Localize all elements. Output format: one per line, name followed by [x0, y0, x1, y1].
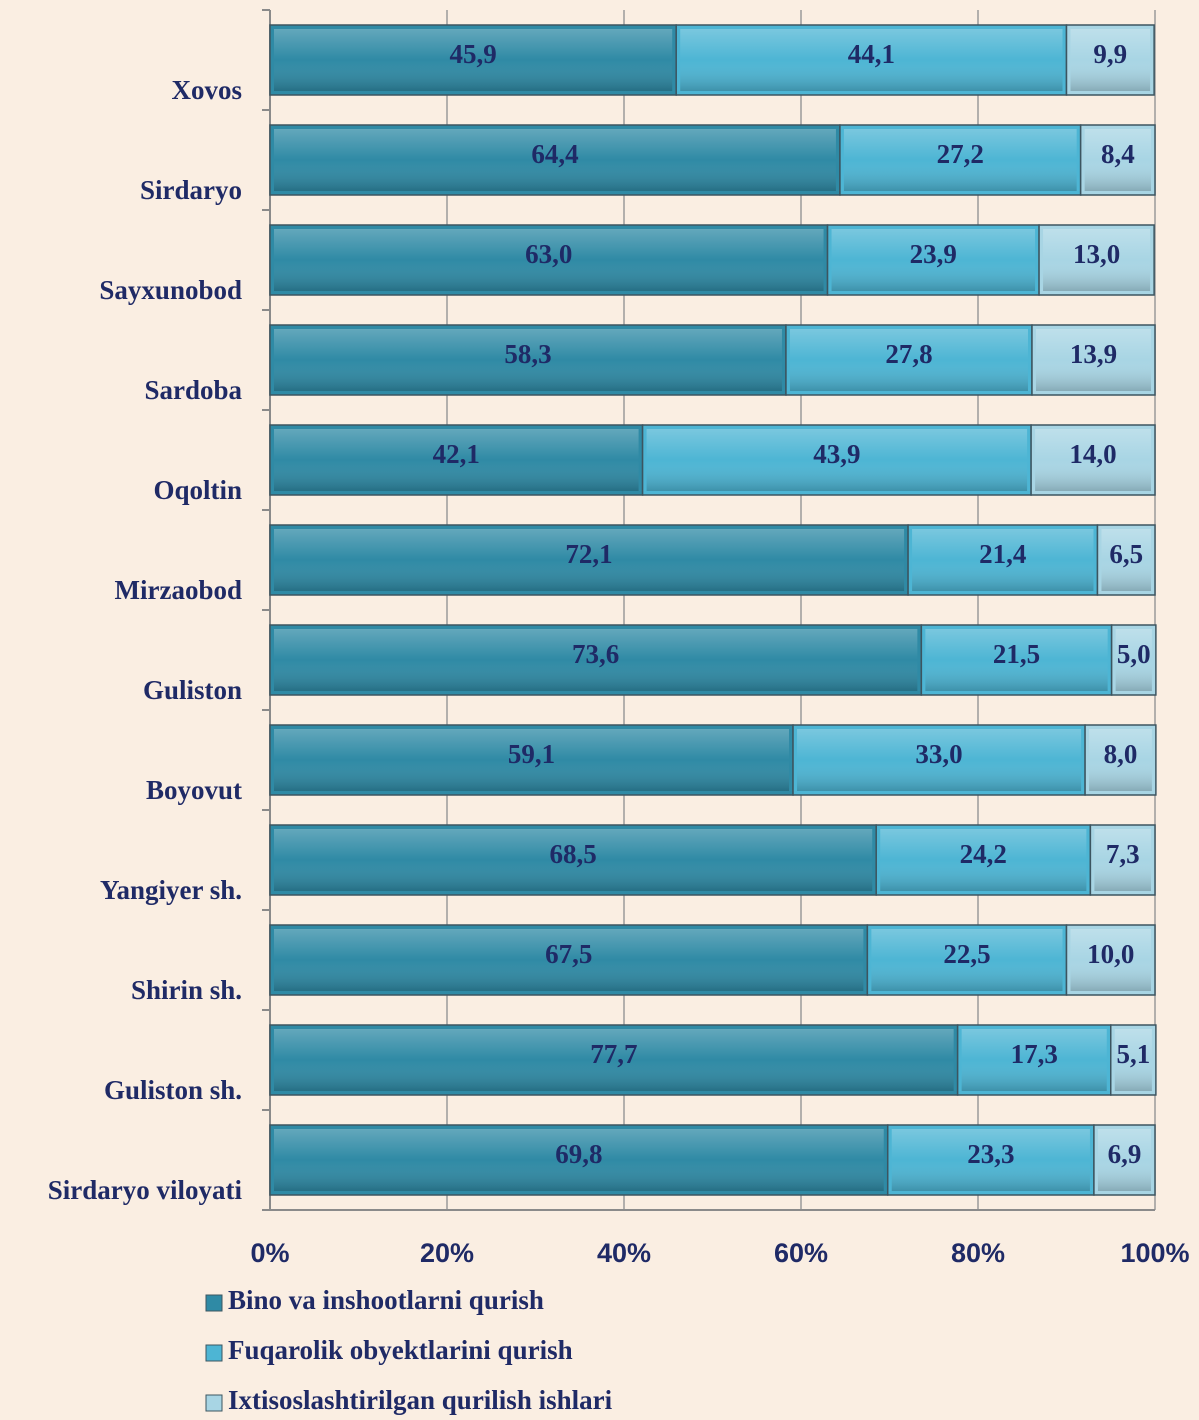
- bar-sheen: [1070, 29, 1151, 91]
- bar-sheen: [274, 1129, 884, 1191]
- data-label: 23,3: [967, 1139, 1014, 1169]
- data-label: 17,3: [1011, 1039, 1058, 1069]
- y-tick-label: Guliston: [143, 675, 242, 705]
- bar-sheen: [274, 529, 905, 591]
- data-label: 27,2: [937, 139, 984, 169]
- bar-sheen: [1035, 429, 1151, 491]
- bar-sheen: [831, 229, 1036, 291]
- y-tick-label: Shirin sh.: [131, 975, 242, 1005]
- y-tick-label: Boyovut: [146, 775, 242, 805]
- data-label: 69,8: [555, 1139, 602, 1169]
- data-label: 8,0: [1104, 739, 1138, 769]
- data-label: 21,5: [993, 639, 1040, 669]
- y-tick-label: Oqoltin: [153, 475, 242, 505]
- data-label: 9,9: [1093, 39, 1127, 69]
- data-label: 43,9: [813, 439, 860, 469]
- y-tick-label: Guliston sh.: [104, 1075, 242, 1105]
- data-label: 24,2: [960, 839, 1007, 869]
- bar-sheen: [1084, 129, 1151, 191]
- data-label: 14,0: [1069, 439, 1116, 469]
- data-label: 64,4: [531, 139, 578, 169]
- data-label: 33,0: [915, 739, 962, 769]
- y-tick-label: Sirdaryo viloyati: [48, 1175, 243, 1205]
- data-label: 58,3: [504, 339, 551, 369]
- data-label: 5,0: [1117, 639, 1151, 669]
- data-label: 27,8: [885, 339, 932, 369]
- data-label: 13,9: [1070, 339, 1117, 369]
- bar-sheen: [1070, 929, 1151, 991]
- data-label: 10,0: [1087, 939, 1134, 969]
- x-tick-label: 80%: [951, 1238, 1005, 1268]
- bar-sheen: [274, 629, 918, 691]
- legend-swatch: [205, 1294, 223, 1312]
- data-label: 6,5: [1109, 539, 1143, 569]
- bar-sheen: [961, 1029, 1107, 1091]
- data-label: 68,5: [549, 839, 596, 869]
- x-tick-label: 20%: [420, 1238, 474, 1268]
- data-label: 21,4: [979, 539, 1026, 569]
- bar-sheen: [797, 729, 1082, 791]
- y-tick-label: Mirzaobod: [115, 575, 243, 605]
- data-label: 8,4: [1101, 139, 1135, 169]
- y-tick-label: Sardoba: [144, 375, 242, 405]
- bar-sheen: [274, 729, 790, 791]
- y-tick-label: Yangiyer sh.: [100, 875, 242, 905]
- bar-sheen: [843, 129, 1077, 191]
- bar-sheen: [1097, 1129, 1151, 1191]
- data-label: 59,1: [508, 739, 555, 769]
- bar-sheen: [680, 29, 1063, 91]
- x-tick-label: 100%: [1120, 1238, 1189, 1268]
- bar-sheen: [1114, 1029, 1152, 1091]
- legend-swatch: [205, 1394, 223, 1412]
- y-tick-label: Sayxunobod: [99, 275, 242, 305]
- bar-sheen: [274, 829, 873, 891]
- x-tick-label: 40%: [597, 1238, 651, 1268]
- bar-sheen: [891, 1129, 1090, 1191]
- data-label: 44,1: [848, 39, 895, 69]
- bar-sheen: [1035, 329, 1151, 391]
- bar-sheen: [1043, 229, 1151, 291]
- bar-sheen: [274, 429, 639, 491]
- data-label: 5,1: [1116, 1039, 1150, 1069]
- y-tick-label: Xovos: [171, 75, 242, 105]
- bar-sheen: [1115, 629, 1152, 691]
- bar-sheen: [646, 429, 1028, 491]
- data-label: 67,5: [545, 939, 592, 969]
- bar-sheen: [274, 229, 824, 291]
- x-tick-label: 0%: [250, 1238, 289, 1268]
- bar-sheen: [789, 329, 1028, 391]
- bar-sheen: [880, 829, 1087, 891]
- data-label: 23,9: [910, 239, 957, 269]
- bar-sheen: [274, 29, 673, 91]
- data-label: 7,3: [1106, 839, 1140, 869]
- data-label: 22,5: [943, 939, 990, 969]
- bar-sheen: [871, 929, 1063, 991]
- bar-sheen: [1089, 729, 1152, 791]
- bar-sheen: [274, 1029, 954, 1091]
- legend-label: Fuqarolik obyektlarini qurish: [228, 1335, 573, 1365]
- bar-sheen: [925, 629, 1108, 691]
- data-label: 73,6: [572, 639, 619, 669]
- bar-sheen: [274, 929, 864, 991]
- bar-sheen: [274, 329, 782, 391]
- legend-label: Bino va inshootlarni qurish: [228, 1285, 544, 1315]
- data-label: 72,1: [565, 539, 612, 569]
- data-label: 13,0: [1073, 239, 1120, 269]
- data-label: 63,0: [525, 239, 572, 269]
- bar-sheen: [1101, 529, 1151, 591]
- legend-label: Ixtisoslashtirilgan qurilish ishlari: [228, 1385, 613, 1415]
- data-label: 6,9: [1108, 1139, 1142, 1169]
- data-label: 42,1: [433, 439, 480, 469]
- y-tick-label: Sirdaryo: [140, 175, 242, 205]
- data-label: 45,9: [449, 39, 496, 69]
- legend-swatch: [205, 1344, 223, 1362]
- bar-sheen: [1094, 829, 1151, 891]
- data-label: 77,7: [590, 1039, 637, 1069]
- x-tick-label: 60%: [774, 1238, 828, 1268]
- bar-sheen: [912, 529, 1094, 591]
- bar-sheen: [274, 129, 836, 191]
